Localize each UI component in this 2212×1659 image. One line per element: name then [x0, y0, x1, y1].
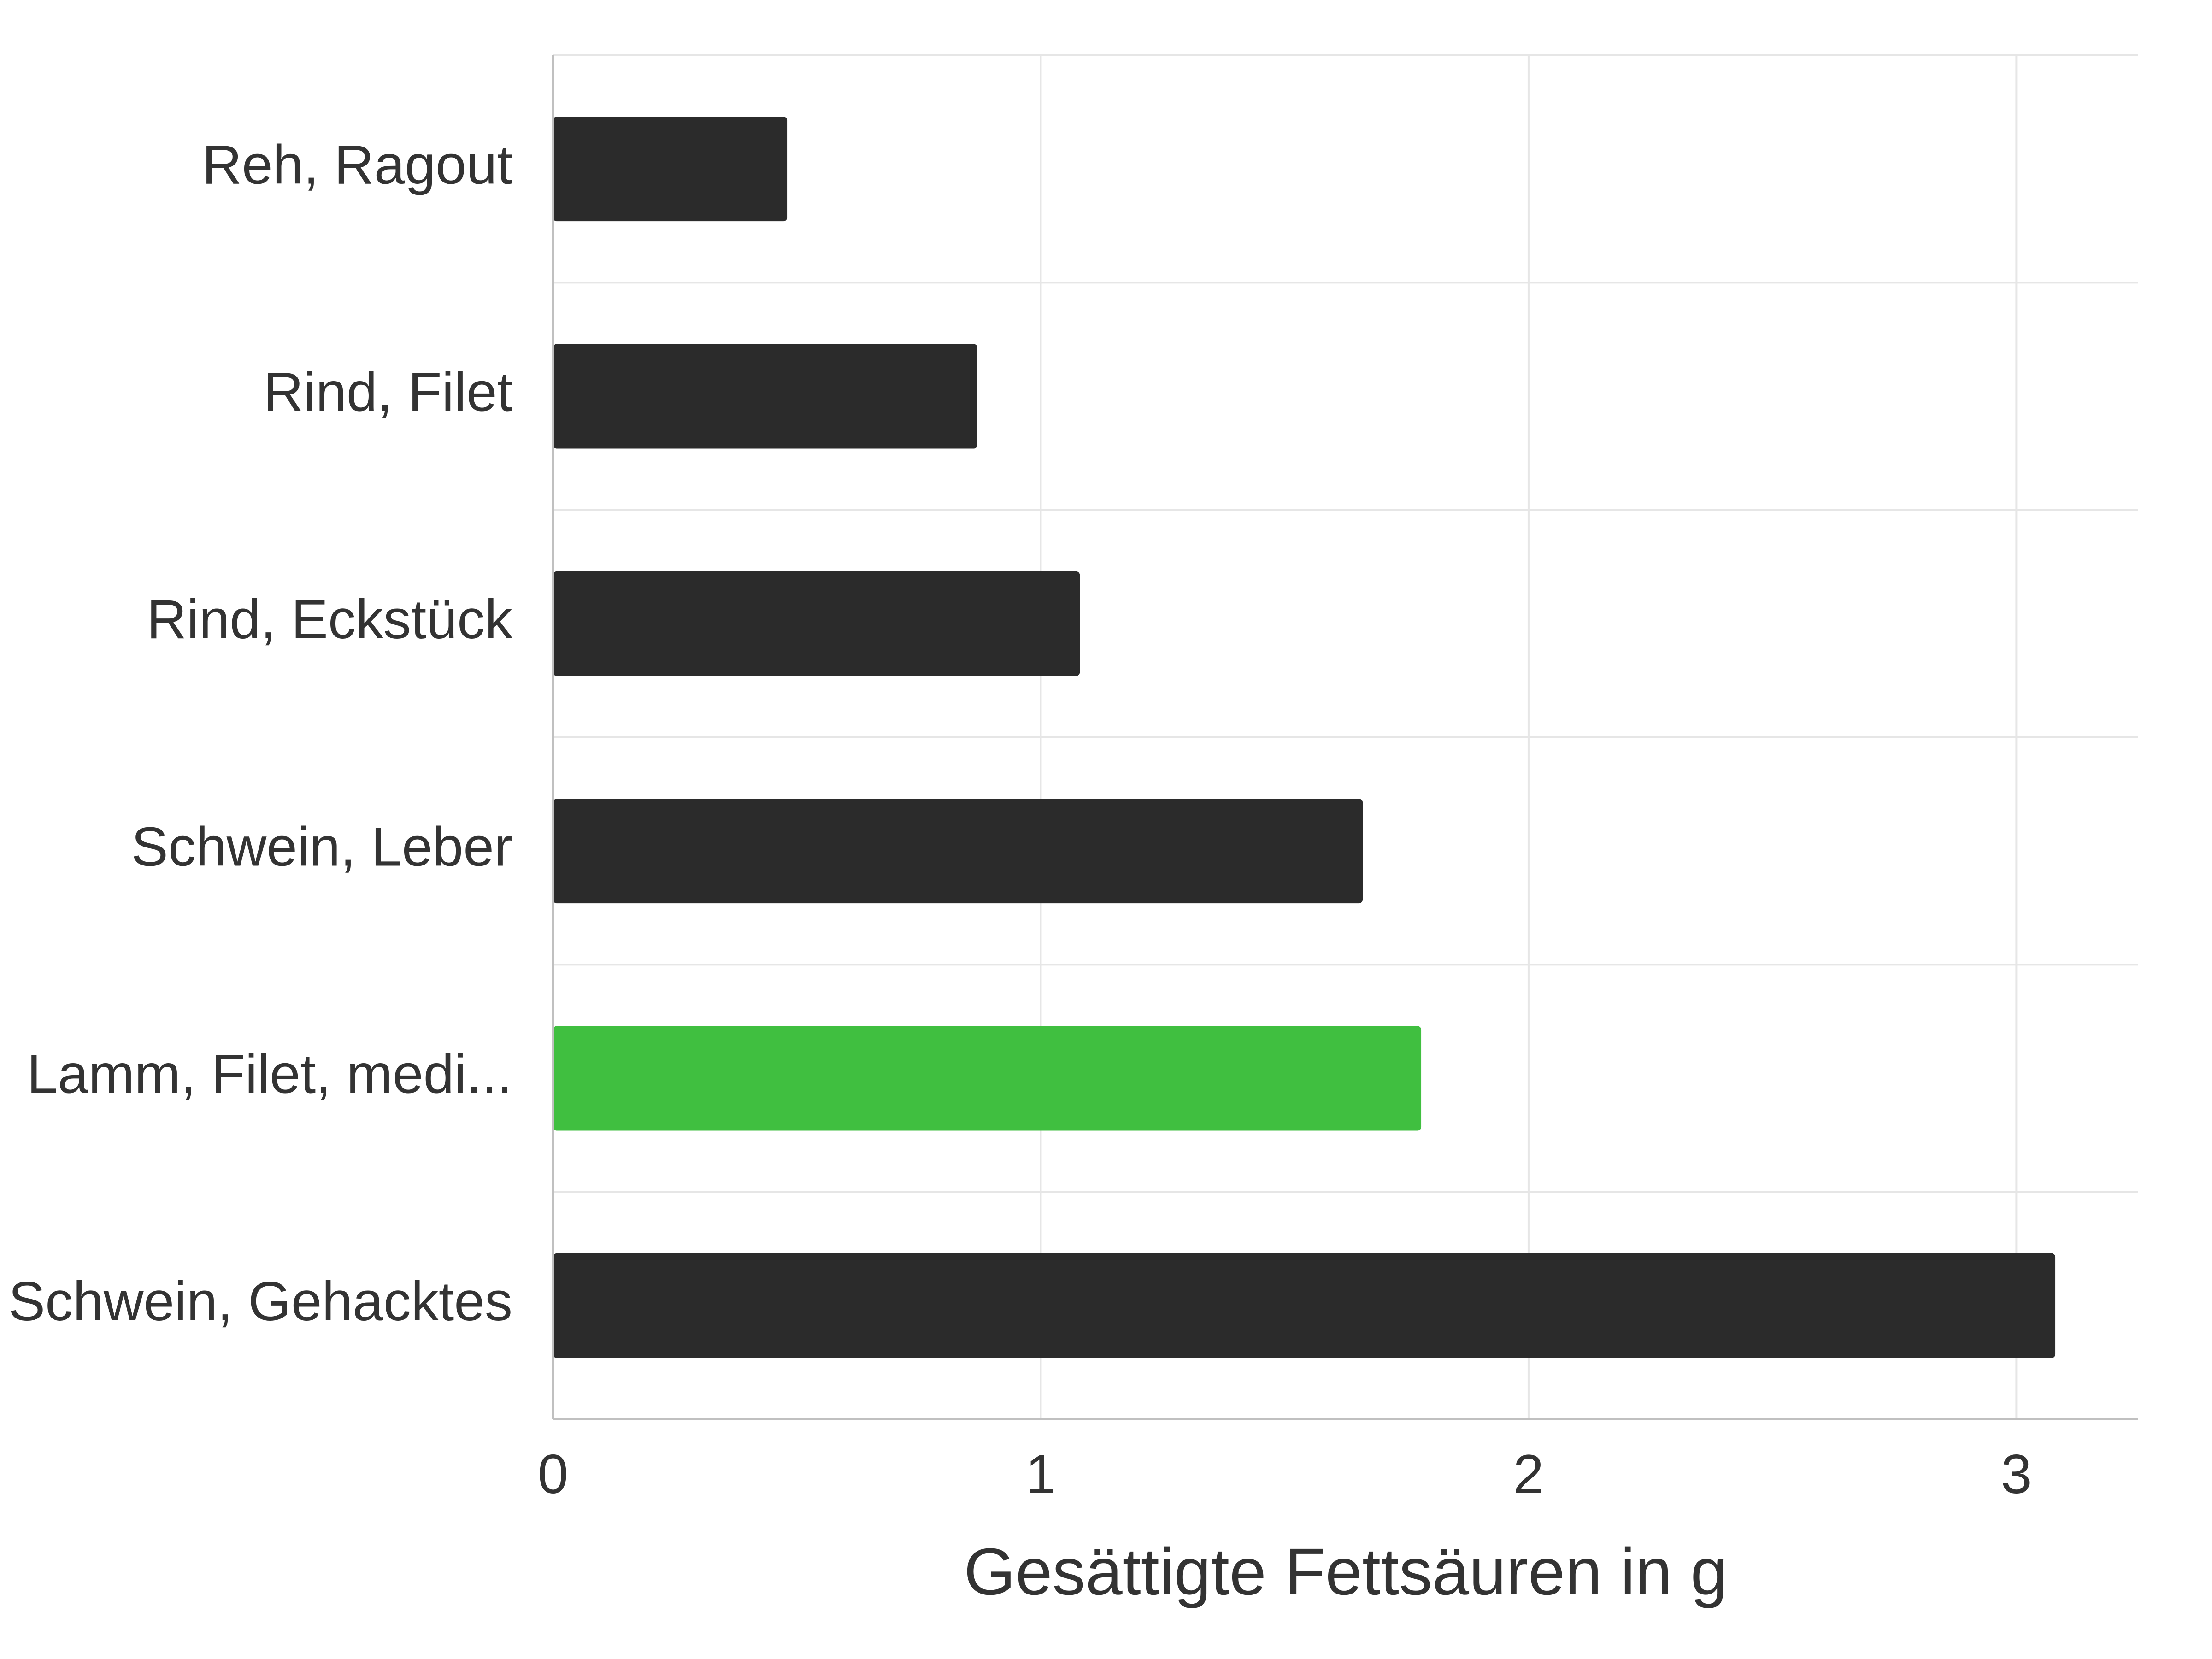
bar [553, 117, 787, 221]
bar [553, 799, 1363, 903]
y-category-label: Schwein, Gehacktes [8, 1271, 512, 1332]
bar-chart: Reh, Ragout Rind, Filet Rind, Eckstück Schw… [0, 0, 2212, 1659]
y-category-label: Reh, Ragout [202, 134, 512, 195]
y-category-label: Lamm, Filet, medi... [27, 1043, 512, 1105]
x-tick-label: 1 [1025, 1443, 1056, 1505]
bar [553, 1253, 2055, 1358]
x-tick-label: 2 [1513, 1443, 1544, 1505]
bar [553, 571, 1080, 676]
bar [553, 344, 977, 449]
y-category-label: Rind, Filet [264, 361, 512, 423]
x-tick-label: 0 [538, 1443, 569, 1505]
y-category-label: Schwein, Leber [131, 816, 512, 877]
bar [553, 1026, 1421, 1131]
x-tick-label: 3 [2001, 1443, 2032, 1505]
x-axis-title: Gesättigte Fettsäuren in g [964, 1535, 1728, 1609]
y-category-label: Rind, Eckstück [147, 588, 513, 650]
chart-container: Reh, Ragout Rind, Filet Rind, Eckstück Schw… [0, 0, 2212, 1659]
